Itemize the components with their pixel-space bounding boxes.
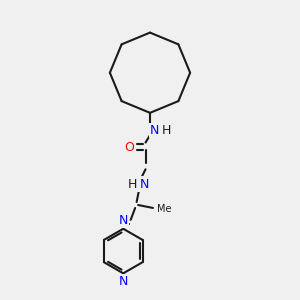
Text: H: H bbox=[162, 124, 171, 137]
Text: N: N bbox=[118, 214, 128, 227]
Text: N: N bbox=[118, 275, 128, 288]
Text: H: H bbox=[128, 178, 137, 191]
Text: O: O bbox=[124, 140, 134, 154]
Text: Me: Me bbox=[158, 204, 172, 214]
Text: N: N bbox=[140, 178, 149, 191]
Text: N: N bbox=[150, 124, 159, 137]
